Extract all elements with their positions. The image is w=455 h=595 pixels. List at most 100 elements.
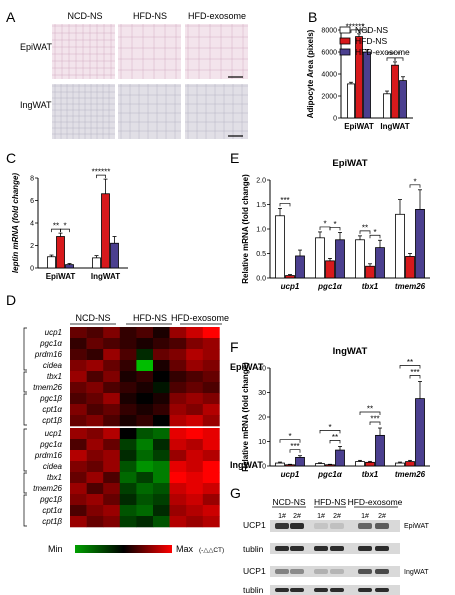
bar (295, 457, 305, 467)
heatmap-cell (70, 338, 87, 350)
heatmap-gene-label: cidea (43, 462, 63, 471)
heatmap-gene-label: pgc1β (39, 495, 62, 504)
significance-label: * (328, 423, 331, 432)
panel-a-histology: NCD-NS HFD-NS HFD-exosome EpiWAT IngWAT (20, 11, 248, 139)
color-scale-bar (75, 545, 172, 553)
heatmap-cell (153, 494, 170, 506)
heatmap-cell (169, 404, 187, 416)
blot-band (330, 546, 344, 551)
heatmap-cell (153, 393, 170, 405)
significance-bracket (359, 411, 381, 416)
heatmap-cell (136, 516, 154, 528)
heatmap-cell (119, 439, 137, 451)
heatmap-cell (153, 472, 170, 484)
chart-title: IngWAT (333, 346, 368, 357)
heatmap-cell (202, 371, 220, 383)
heatmap-cell (136, 360, 154, 372)
blot-band (290, 546, 304, 551)
heatmap-cell (169, 494, 187, 506)
heatmap-cell (202, 483, 220, 495)
bar (405, 461, 415, 467)
heatmap-cell (70, 505, 87, 517)
heatmap-cell (86, 439, 104, 451)
significance-label: *** (386, 50, 395, 59)
bar (399, 80, 407, 119)
heatmap-cell (153, 461, 170, 473)
significance-label: ** (367, 405, 373, 414)
heatmap-cell (202, 516, 220, 528)
bar (335, 239, 345, 279)
significance-label: ** (53, 222, 59, 231)
blot-band (375, 588, 389, 592)
heatmap-cell (169, 428, 187, 440)
heatmap-cell (202, 494, 220, 506)
heatmap-cell (169, 439, 187, 451)
heatmap-cell (103, 494, 121, 506)
bar (355, 461, 365, 467)
heatmap-cell (136, 382, 154, 394)
y-tick-label: 20 (258, 415, 266, 422)
heatmap-gene-label: tbx1 (47, 372, 62, 381)
heatmap-cell (103, 327, 121, 339)
heatmap-cell (169, 338, 187, 350)
y-tick-label: 2.0 (256, 178, 266, 185)
y-tick-label: 8000 (321, 28, 337, 35)
heatmap-gene-label: tbx1 (47, 473, 62, 482)
significance-bracket (369, 421, 381, 426)
heatmap-cell (136, 439, 154, 451)
y-tick-label: 1.0 (256, 227, 266, 234)
y-tick-label: 8 (30, 176, 34, 183)
heatmap-cell (103, 393, 121, 405)
heatmap-cell (70, 494, 87, 506)
heatmap-cell (119, 494, 137, 506)
y-tick-label: 4 (30, 221, 34, 228)
heatmap-col-label-1: NCD-NS (76, 313, 111, 323)
heatmap-cell (153, 338, 170, 350)
heatmap-cell (169, 349, 187, 361)
heatmap-cell (153, 483, 170, 495)
bar (101, 193, 110, 269)
bar (405, 256, 415, 279)
panel-a-row-label-1: EpiWAT (20, 42, 53, 52)
blot-band (314, 546, 328, 551)
significance-label: * (323, 219, 326, 228)
blot-band (275, 569, 289, 574)
blot-lane-label: 1# (361, 513, 369, 520)
heatmap-cell (103, 483, 121, 495)
heatmap-col-label-2: HFD-NS (133, 313, 167, 323)
y-axis-label: leptin mRNA (fold change) (11, 173, 20, 273)
blot-band (375, 569, 389, 574)
heatmap-cell (136, 371, 154, 383)
bar (395, 213, 405, 279)
heatmap-cell (136, 472, 154, 484)
heatmap-cell (119, 516, 137, 528)
y-tick-label: 40 (258, 366, 266, 373)
panel-a-col-label-2: HFD-NS (133, 11, 167, 21)
histology-membranes (185, 24, 248, 79)
heatmap-cell (202, 338, 220, 350)
x-tick-label: EpiWAT (344, 122, 374, 131)
heatmap-cell (103, 461, 121, 473)
heatmap-cell (119, 461, 137, 473)
heatmap-cell (169, 450, 187, 462)
heatmap-cell (136, 327, 154, 339)
panel-letter-a: A (6, 9, 16, 25)
significance-label: *** (280, 196, 289, 205)
histology-membranes (185, 84, 248, 139)
bar (275, 215, 285, 279)
bar (285, 275, 295, 279)
y-tick-label: 0 (262, 464, 266, 471)
heatmap-cell (186, 360, 204, 372)
bar (395, 462, 405, 467)
significance-label: * (63, 222, 66, 231)
heatmap-gene-label: cpt1β (42, 416, 62, 425)
heatmap-cell (153, 382, 170, 394)
heatmap-cell (119, 371, 137, 383)
heatmap-cell (119, 428, 137, 440)
heatmap-cell (103, 428, 121, 440)
bar (315, 463, 325, 467)
y-tick-label: 0.0 (256, 276, 266, 283)
heatmap-cell (202, 360, 220, 372)
heatmap-gene-label: pgc1β (39, 394, 62, 403)
bar (65, 264, 74, 269)
